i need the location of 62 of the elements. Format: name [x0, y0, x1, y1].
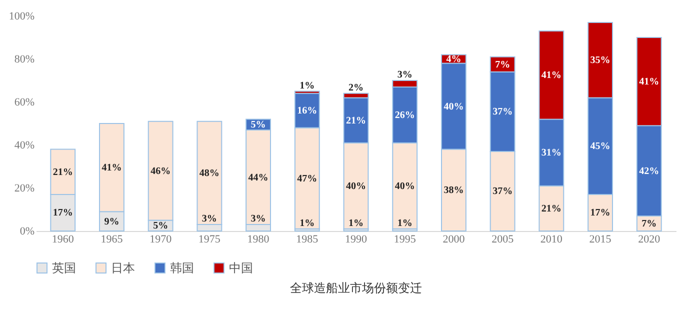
y-tick-label: 0% [20, 226, 34, 238]
y-tick-label: 20% [14, 182, 34, 194]
x-tick-label: 1995 [394, 234, 416, 246]
data-label: 46% [150, 166, 171, 177]
data-label: 48% [199, 168, 220, 179]
y-tick-label: 80% [14, 54, 34, 66]
data-label: 3% [397, 70, 412, 80]
data-label: 42% [639, 166, 660, 177]
data-label: 37% [492, 186, 513, 198]
data-label: 35% [590, 55, 610, 66]
data-label: 3% [202, 214, 217, 225]
data-label: 1% [348, 218, 364, 229]
x-tick-label: 2015 [589, 234, 612, 246]
legend-label: 中国 [229, 261, 253, 275]
data-label: 40% [346, 180, 366, 192]
x-tick-label: 1965 [100, 234, 124, 246]
data-label: 41% [639, 76, 660, 88]
x-tick-label: 2020 [638, 234, 661, 246]
text: 全球造船业市场份额变迁 [290, 281, 422, 295]
data-label: 41% [102, 162, 122, 174]
data-label: 45% [590, 141, 610, 152]
data-label: 17% [52, 208, 73, 219]
data-label: 4% [446, 54, 462, 65]
x-tick-label: 1985 [296, 234, 319, 246]
data-label: 21% [52, 166, 73, 178]
y-tick-label: 60% [14, 96, 34, 108]
x-tick-label: 2000 [442, 234, 466, 246]
data-label: 16% [297, 106, 318, 117]
data-label: 7% [642, 218, 657, 230]
data-label: 44% [248, 172, 268, 184]
x-tick-label: 1970 [150, 234, 172, 246]
data-label: 26% [394, 110, 415, 121]
y-tick-label: 100% [8, 10, 34, 22]
data-label: 3% [250, 214, 266, 225]
legend-label: 日本 [111, 261, 135, 275]
data-label: 7% [495, 59, 510, 70]
data-label: 37% [492, 106, 513, 118]
data-label: 38% [444, 185, 464, 196]
data-label: 40% [444, 101, 464, 112]
legend-label: 英国 [52, 261, 76, 275]
legend-label: 韩国 [170, 261, 194, 275]
data-label: 47% [297, 173, 318, 184]
x-tick-label: 1990 [345, 234, 368, 246]
x-tick-label: 2005 [492, 234, 514, 246]
x-tick-label: 1960 [52, 234, 74, 246]
data-label: 5% [153, 220, 168, 232]
data-label: 41% [541, 70, 562, 82]
x-tick-label: 1980 [247, 234, 270, 246]
data-label: 40% [394, 180, 415, 192]
data-label: 2% [348, 82, 364, 94]
data-label: 1% [397, 218, 412, 229]
data-label: 5% [250, 120, 266, 131]
data-label: 21% [541, 203, 562, 214]
data-label: 9% [104, 216, 120, 228]
data-label: 21% [346, 115, 366, 126]
x-tick-label: 2010 [540, 234, 563, 246]
y-tick-label: 40% [14, 140, 34, 152]
data-label: 17% [590, 208, 610, 219]
x-tick-label: 1975 [198, 234, 221, 246]
data-label: 1% [300, 218, 315, 229]
data-label: 1% [300, 80, 315, 92]
data-label: 31% [541, 148, 562, 159]
